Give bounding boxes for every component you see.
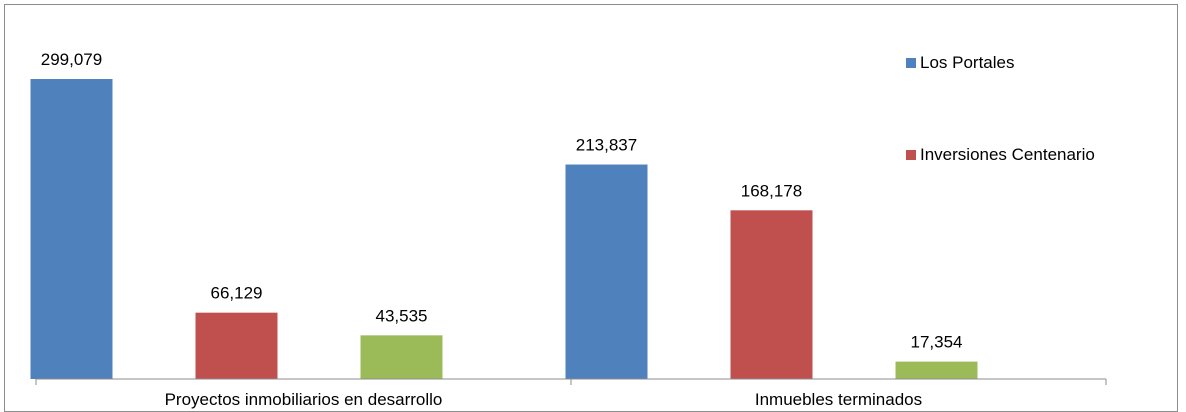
bar-series3-cat2 <box>895 361 978 379</box>
bar-series1-cat1 <box>30 79 113 379</box>
data-label: 66,129 <box>211 284 263 303</box>
legend-swatch <box>906 58 916 68</box>
legend: Los Portales Inversiones Centenario <box>906 53 1095 164</box>
bar-series2-cat2 <box>730 210 813 379</box>
data-labels-layer: 299,079 66,129 43,535 213,837 168,178 17,354 <box>41 50 963 352</box>
legend-swatch <box>906 150 916 160</box>
legend-label: Los Portales <box>920 53 1015 72</box>
x-axis: Proyectos inmobiliarios en desarrollo Inm… <box>35 378 1107 409</box>
x-tick-label: Proyectos inmobiliarios en desarrollo <box>165 390 443 409</box>
bar-series1-cat2 <box>565 164 648 379</box>
data-label: 17,354 <box>911 333 963 352</box>
data-label: 168,178 <box>741 181 802 200</box>
bar-series3-cat1 <box>360 335 443 379</box>
legend-label: Inversiones Centenario <box>920 145 1095 164</box>
bars-layer <box>30 79 978 379</box>
data-label: 43,535 <box>376 306 428 325</box>
x-tick-label: Inmuebles terminados <box>755 390 922 409</box>
data-label: 299,079 <box>41 50 102 69</box>
data-label: 213,837 <box>576 136 637 155</box>
bar-series2-cat1 <box>195 312 278 379</box>
